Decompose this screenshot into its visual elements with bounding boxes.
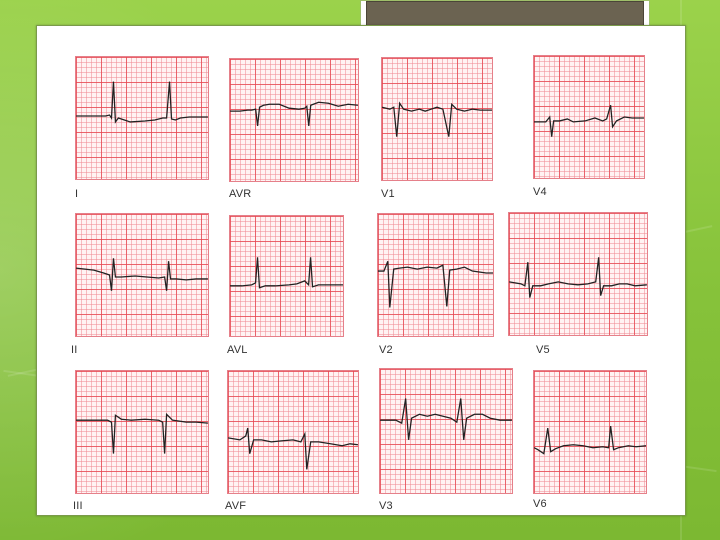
ecg-trace-v5 (509, 257, 647, 298)
ecg-lead-v2 (377, 213, 494, 337)
ecg-trace-avf (228, 427, 358, 470)
ecg-figure-panel: I AVR V1 V4 II AVL V2 V5 III AVF V3 V6 (36, 25, 686, 516)
ecg-lead-iii (75, 370, 209, 494)
ecg-trace-avr (230, 101, 358, 126)
lead-label-v4: V4 (533, 186, 547, 198)
lead-label-v2: V2 (379, 344, 393, 356)
ecg-trace-avl (230, 257, 343, 289)
lead-label-v1: V1 (381, 188, 395, 200)
lead-label-iii: III (73, 500, 83, 512)
ecg-lead-ii (75, 213, 209, 337)
ecg-trace-ii (76, 258, 208, 291)
ecg-trace-v4 (534, 105, 644, 137)
ecg-lead-avf (227, 370, 359, 494)
ecg-trace-v6 (534, 426, 646, 455)
ecg-lead-v6 (533, 370, 647, 494)
ecg-lead-v5 (508, 212, 648, 336)
lead-label-avl: AVL (227, 344, 248, 356)
ecg-lead-i (75, 56, 209, 180)
ecg-trace-i (76, 81, 208, 124)
lead-label-v3: V3 (379, 500, 393, 512)
ecg-trace-v1 (382, 101, 492, 137)
ecg-trace-iii (76, 412, 208, 454)
ecg-trace-v3 (380, 398, 512, 440)
ecg-lead-v4 (533, 55, 645, 179)
lead-label-v5: V5 (536, 344, 550, 356)
ecg-lead-v1 (381, 57, 493, 181)
lead-label-i: I (75, 188, 79, 200)
ecg-lead-avr (229, 58, 359, 182)
ecg-lead-avl (229, 215, 344, 337)
ecg-lead-v3 (379, 368, 513, 494)
ecg-trace-v2 (378, 261, 493, 308)
lead-label-avf: AVF (225, 500, 247, 512)
lead-label-ii: II (71, 344, 78, 356)
lead-label-avr: AVR (229, 188, 252, 200)
lead-label-v6: V6 (533, 498, 547, 510)
